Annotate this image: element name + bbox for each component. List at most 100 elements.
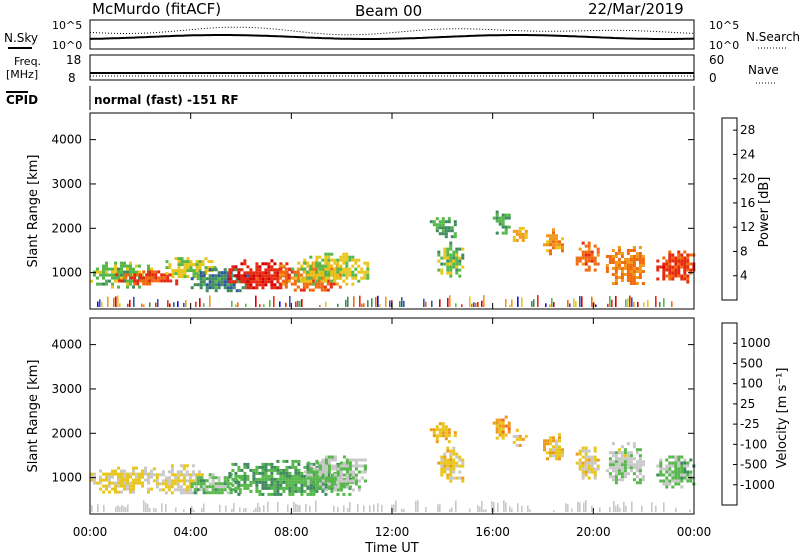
- heatmap-cell: [279, 483, 283, 487]
- heatmap-cell: [455, 464, 459, 468]
- heatmap-cell: [581, 449, 585, 453]
- heatmap-cell: [659, 470, 663, 474]
- heatmap-cell: [318, 482, 322, 486]
- heatmap-cell: [276, 471, 280, 475]
- heatmap-cell: [558, 439, 561, 443]
- heatmap-cell: [291, 480, 295, 484]
- heatmap-cell: [584, 250, 588, 254]
- heatmap-cell: [229, 289, 233, 293]
- heatmap-cell: [312, 474, 316, 478]
- heatmap-cell: [170, 482, 174, 486]
- heatmap-cell: [438, 226, 442, 230]
- heatmap-cell: [481, 300, 483, 307]
- heatmap-cell: [656, 259, 660, 263]
- heatmap-cell: [345, 282, 349, 286]
- heatmap-cell: [170, 473, 174, 477]
- heatmap-cell: [321, 477, 325, 481]
- heatmap-cell: [671, 485, 675, 489]
- heatmap-cell: [495, 424, 499, 428]
- heatmap-cell: [270, 274, 274, 278]
- heatmap-cell: [447, 431, 451, 435]
- heatmap-cell: [108, 490, 111, 494]
- heatmap-cell: [475, 303, 477, 307]
- heatmap-cell: [276, 268, 280, 272]
- heatmap-cell: [543, 445, 546, 449]
- heatmap-cell: [261, 477, 265, 481]
- heatmap-cell: [217, 280, 221, 284]
- heatmap-cell: [240, 268, 244, 272]
- heatmap-cell: [620, 261, 624, 264]
- heatmap-cell: [443, 467, 447, 471]
- heatmap-cell: [93, 273, 96, 277]
- heatmap-cell: [312, 470, 316, 474]
- heatmap-cell: [458, 455, 462, 459]
- heatmap-cell: [177, 266, 181, 270]
- heatmap-cell: [623, 463, 627, 467]
- heatmap-cell: [587, 461, 591, 465]
- heatmap-cell: [249, 283, 253, 287]
- heatmap-cell: [357, 503, 359, 512]
- heatmap-cell: [342, 482, 346, 486]
- heatmap-cell: [635, 463, 639, 467]
- heatmap-cell: [324, 252, 328, 256]
- heatmap-cell: [163, 273, 167, 277]
- heatmap-cell: [635, 270, 639, 273]
- heatmap-cell: [555, 237, 558, 241]
- heatmap-cell: [195, 301, 197, 307]
- heatmap-cell: [147, 504, 149, 512]
- heatmap-cell: [117, 472, 120, 476]
- heatmap-cell: [450, 226, 454, 230]
- heatmap-cell: [293, 279, 297, 283]
- heatmap-cell: [461, 479, 465, 483]
- heatmap-cell: [668, 259, 672, 263]
- heatmap-cell: [309, 492, 313, 496]
- heatmap-cell: [620, 466, 624, 470]
- heatmap-cell: [226, 479, 230, 483]
- heatmap-cell: [336, 258, 340, 262]
- noise-search-trace: [89, 26, 695, 36]
- heatmap-cell: [521, 297, 523, 307]
- heatmap-cell: [671, 301, 673, 307]
- heatmap-cell: [126, 285, 129, 289]
- heatmap-cell: [515, 437, 519, 441]
- heatmap-cell: [282, 477, 286, 481]
- heatmap-cell: [593, 455, 597, 459]
- heatmap-cell: [240, 468, 244, 472]
- heatmap-cell: [330, 489, 334, 493]
- heatmap-cell: [656, 265, 660, 269]
- heatmap-cell: [671, 470, 675, 474]
- heatmap-cell: [107, 296, 109, 307]
- heatmap-cell: [291, 267, 295, 271]
- heatmap-cell: [170, 464, 174, 468]
- heatmap-cell: [261, 474, 265, 478]
- heatmap-cell: [231, 265, 235, 269]
- heatmap-cell: [333, 467, 337, 471]
- heatmap-cell: [270, 483, 274, 487]
- heatmap-cell: [461, 458, 465, 462]
- heatmap-cell: [117, 481, 120, 485]
- heatmap-cell: [129, 481, 132, 485]
- heatmap-cell: [129, 487, 132, 491]
- heatmap-cell: [143, 500, 145, 512]
- heatmap-cell: [152, 473, 156, 477]
- heatmap-cell: [501, 222, 505, 226]
- heatmap-cell: [175, 279, 179, 283]
- heatmap-cell: [117, 285, 120, 289]
- heatmap-cell: [309, 505, 311, 512]
- heatmap-cell: [258, 489, 262, 493]
- heatmap-cell: [366, 270, 370, 274]
- heatmap-cell: [182, 473, 186, 477]
- heatmap-cell: [549, 304, 551, 307]
- heatmap-cell: [223, 280, 227, 284]
- heatmap-cell: [336, 479, 340, 483]
- heatmap-cell: [273, 489, 277, 493]
- heatmap-cell: [121, 279, 125, 283]
- heatmap-cell: [638, 466, 642, 470]
- heatmap-cell: [171, 272, 175, 276]
- heatmap-cell: [626, 249, 630, 252]
- heatmap-cell: [255, 507, 257, 512]
- heatmap-cell: [435, 428, 439, 432]
- heatmap-cell: [145, 279, 149, 283]
- heatmap-cell: [306, 476, 310, 480]
